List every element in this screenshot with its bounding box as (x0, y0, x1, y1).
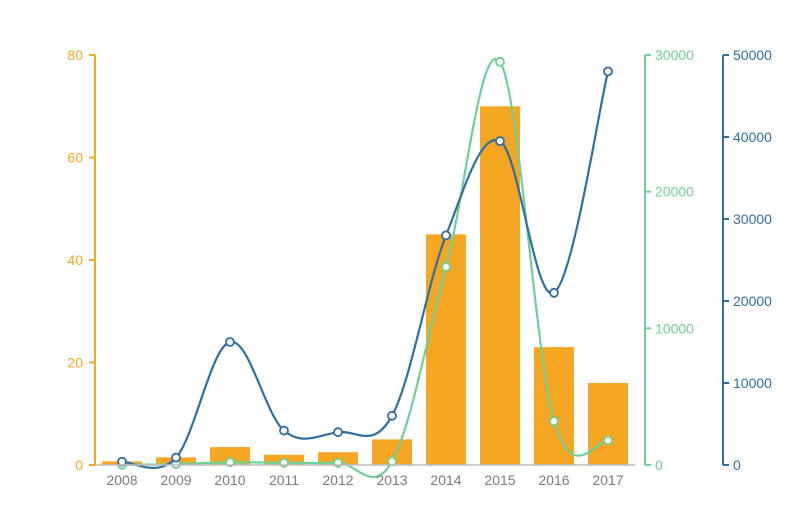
y-left-tick-label: 0 (75, 457, 83, 473)
green-series-marker (388, 457, 396, 465)
blue-series-marker (604, 67, 612, 75)
y-right1-tick-label: 10000 (655, 320, 694, 336)
blue-series-marker (172, 454, 180, 462)
x-tick-label: 2008 (106, 472, 137, 488)
combo-chart: 2008 2009 2010 2011 2012 2013 2014 2015 2016 2017… (0, 0, 810, 520)
y-right1-tick-label: 30000 (655, 47, 694, 63)
y-left-tick-label: 20 (67, 355, 83, 371)
y-right2-tick-label: 0 (733, 457, 741, 473)
green-series-marker (442, 263, 450, 271)
y-right1-tick-label: 0 (655, 457, 663, 473)
bar (534, 347, 574, 465)
blue-series-marker (280, 427, 288, 435)
y-left-tick-label: 60 (67, 150, 83, 166)
x-tick-label: 2017 (592, 472, 623, 488)
blue-series-marker (334, 428, 342, 436)
y-right2-tick-label: 50000 (733, 47, 772, 63)
blue-series-marker (226, 338, 234, 346)
x-tick-label: 2014 (430, 472, 461, 488)
x-tick-label: 2013 (376, 472, 407, 488)
y-left-tick-label: 80 (67, 47, 83, 63)
blue-series-marker (442, 231, 450, 239)
x-tick-label: 2012 (322, 472, 353, 488)
y-right2-tick-label: 30000 (733, 211, 772, 227)
blue-series-marker (496, 137, 504, 145)
blue-series-marker (550, 289, 558, 297)
x-tick-label: 2015 (484, 472, 515, 488)
y-right2-tick-label: 20000 (733, 293, 772, 309)
green-series-marker (496, 58, 504, 66)
blue-series-marker (388, 412, 396, 420)
y-right2-tick-label: 10000 (733, 375, 772, 391)
y-right2-tick-label: 40000 (733, 129, 772, 145)
chart-container: 2008 2009 2010 2011 2012 2013 2014 2015 2016 2017… (0, 0, 810, 520)
x-tick-label: 2009 (160, 472, 191, 488)
x-tick-label: 2016 (538, 472, 569, 488)
x-tick-label: 2011 (269, 472, 299, 488)
x-tick-label: 2010 (214, 472, 245, 488)
bar (480, 106, 520, 465)
green-series-marker (604, 436, 612, 444)
bar (588, 383, 628, 465)
y-left-tick-label: 40 (67, 252, 83, 268)
y-right1-tick-label: 20000 (655, 184, 694, 200)
green-series-marker (550, 417, 558, 425)
